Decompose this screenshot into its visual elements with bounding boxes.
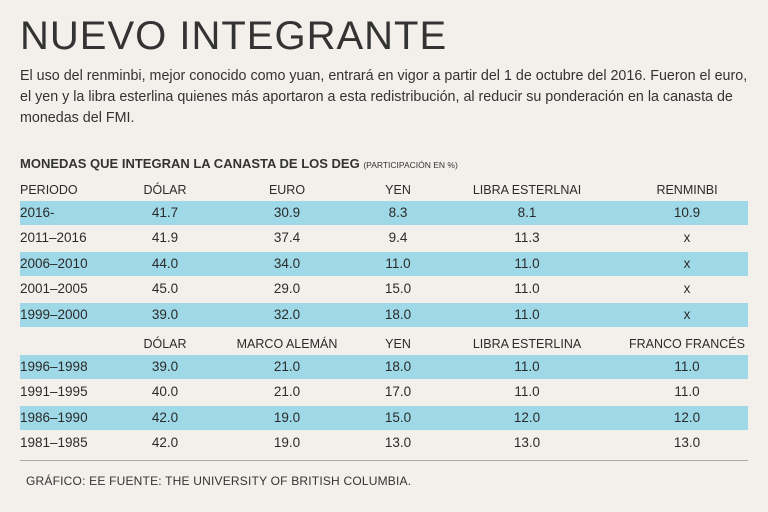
table-row: 1991–1995 40.0 21.0 17.0 11.0 11.0 bbox=[20, 380, 748, 404]
period-cell: 1986–1990 bbox=[20, 409, 88, 425]
value-cell: 11.0 bbox=[514, 255, 540, 271]
value-cell: 34.0 bbox=[273, 255, 301, 271]
value-cell: 11.0 bbox=[514, 384, 540, 400]
value-cell: 11.0 bbox=[674, 359, 700, 374]
value-cell: 41.9 bbox=[151, 230, 179, 246]
value-cell: 11.0 bbox=[514, 306, 540, 322]
value-cell: 11.0 bbox=[385, 255, 411, 271]
table-row: 1981–1985 42.0 19.0 13.0 13.0 13.0 bbox=[20, 431, 748, 455]
value-cell: 37.4 bbox=[273, 230, 301, 246]
value-cell: 11.0 bbox=[514, 281, 540, 297]
period-cell: 1991–1995 bbox=[20, 384, 88, 400]
value-cell: x bbox=[683, 306, 691, 322]
value-cell: 8.1 bbox=[517, 205, 537, 220]
period-cell: 2006–2010 bbox=[20, 255, 88, 271]
value-cell: 42.0 bbox=[151, 435, 179, 451]
value-cell: 13.0 bbox=[673, 435, 701, 451]
column-header: LIBRA ESTERLINA bbox=[472, 337, 582, 351]
column-header: DÓLAR bbox=[143, 337, 187, 351]
table-row: 2011–2016 41.9 37.4 9.4 11.3 x bbox=[20, 226, 748, 250]
table-row: 1986–1990 42.0 19.0 15.0 12.0 12.0 bbox=[20, 405, 748, 430]
column-header: YEN bbox=[385, 183, 411, 197]
value-cell: 30.9 bbox=[273, 205, 301, 220]
value-cell: 10.9 bbox=[673, 205, 701, 220]
value-cell: 12.0 bbox=[673, 409, 701, 425]
value-cell: 45.0 bbox=[151, 281, 179, 297]
footer-divider bbox=[20, 460, 748, 461]
value-cell: 11.0 bbox=[514, 359, 540, 374]
value-cell: 21.0 bbox=[273, 384, 301, 400]
column-header: PERIODO bbox=[20, 183, 78, 197]
value-cell: 11.0 bbox=[674, 384, 700, 400]
value-cell: 19.0 bbox=[273, 409, 301, 425]
column-header: MARCO ALEMÁN bbox=[236, 337, 338, 351]
column-header: YEN bbox=[385, 337, 411, 351]
table-2-header: DÓLAR MARCO ALEMÁN YEN LIBRA ESTERLINA FRANC… bbox=[20, 332, 748, 356]
period-cell: 2001–2005 bbox=[20, 281, 88, 297]
value-cell: 32.0 bbox=[273, 306, 301, 322]
value-cell: x bbox=[683, 281, 691, 297]
column-header: RENMINBI bbox=[656, 183, 718, 197]
table-1-header: PERIODO DÓLAR EURO YEN LIBRA ESTERLNAI RENMIN… bbox=[20, 178, 748, 202]
value-cell: 19.0 bbox=[273, 435, 301, 451]
column-header: FRANCO FRANCÉS bbox=[629, 337, 745, 351]
subtitle-note: (PARTICIPACIÓN EN %) bbox=[363, 160, 458, 170]
value-cell: 12.0 bbox=[513, 409, 541, 425]
value-cell: 39.0 bbox=[151, 359, 179, 374]
column-header: DÓLAR bbox=[143, 183, 187, 197]
value-cell: 40.0 bbox=[151, 384, 179, 400]
period-cell: 2011–2016 bbox=[20, 230, 87, 246]
value-cell: 13.0 bbox=[384, 435, 412, 451]
value-cell: 41.7 bbox=[151, 205, 179, 220]
column-header: LIBRA ESTERLNAI bbox=[472, 183, 582, 197]
value-cell: 9.4 bbox=[388, 230, 408, 246]
value-cell: 21.0 bbox=[273, 359, 301, 374]
table-row: 2001–2005 45.0 29.0 15.0 11.0 x bbox=[20, 277, 748, 301]
subtitle-text: MONEDAS QUE INTEGRAN LA CANASTA DE LOS D… bbox=[20, 156, 360, 171]
value-cell: 11.3 bbox=[514, 230, 540, 246]
value-cell: 17.0 bbox=[384, 384, 412, 400]
period-cell: 1996–1998 bbox=[20, 359, 88, 374]
table-row: 2016- 41.7 30.9 8.3 8.1 10.9 bbox=[20, 201, 748, 225]
table-row: 2006–2010 44.0 34.0 11.0 11.0 x bbox=[20, 251, 748, 276]
value-cell: 15.0 bbox=[384, 281, 412, 297]
value-cell: 8.3 bbox=[388, 205, 408, 220]
period-cell: 1981–1985 bbox=[20, 435, 88, 451]
period-cell: 2016- bbox=[20, 205, 55, 220]
value-cell: 42.0 bbox=[151, 409, 179, 425]
table-row: 1999–2000 39.0 32.0 18.0 11.0 x bbox=[20, 302, 748, 327]
column-header: EURO bbox=[268, 183, 306, 197]
table-subtitle: MONEDAS QUE INTEGRAN LA CANASTA DE LOS D… bbox=[20, 156, 458, 171]
intro-paragraph: El uso del renminbi, mejor conocido como… bbox=[20, 68, 748, 126]
period-cell: 1999–2000 bbox=[20, 306, 88, 322]
value-cell: 15.0 bbox=[384, 409, 412, 425]
value-cell: 18.0 bbox=[384, 306, 412, 322]
value-cell: 18.0 bbox=[384, 359, 412, 374]
value-cell: 29.0 bbox=[273, 281, 301, 297]
page-title: NUEVO INTEGRANTE bbox=[20, 14, 448, 58]
value-cell: 44.0 bbox=[151, 255, 179, 271]
value-cell: 13.0 bbox=[513, 435, 541, 451]
value-cell: x bbox=[683, 255, 691, 271]
table-row: 1996–1998 39.0 21.0 18.0 11.0 11.0 bbox=[20, 355, 748, 379]
value-cell: x bbox=[683, 230, 691, 246]
value-cell: 39.0 bbox=[151, 306, 179, 322]
footer-credit: GRÁFICO: EE FUENTE: THE UNIVERSITY OF BR… bbox=[26, 474, 412, 488]
